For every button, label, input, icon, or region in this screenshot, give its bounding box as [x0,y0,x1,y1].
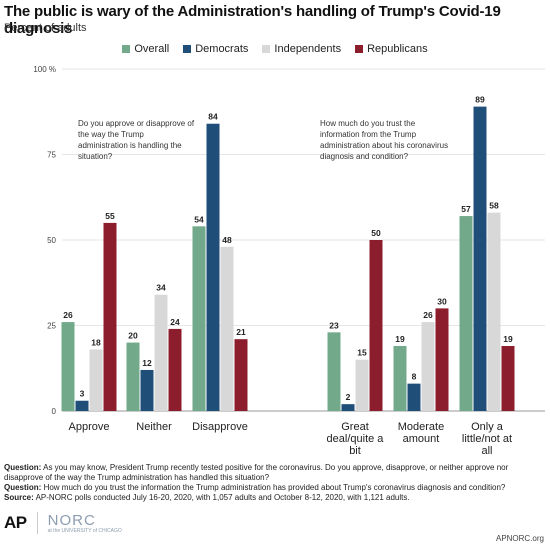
bar-overall [327,332,341,411]
legend-item-democrats: Democrats [183,43,248,55]
legend-swatch-democrats [183,45,192,53]
chart-subtitle: Percent of adults [4,22,87,34]
bar-independents [355,359,369,411]
bar-republicans [234,339,248,411]
data-label: 19 [395,334,405,344]
x-tick-label: deal/quite a [327,433,385,445]
y-tick-label: 25 [47,322,56,331]
y-tick-label: 50 [47,236,56,245]
data-label: 34 [156,283,166,293]
bar-independents [89,349,103,411]
data-label: 3 [80,389,85,399]
chart-title: The public is wary of the Administration… [4,3,501,37]
data-label: 21 [236,327,246,337]
legend-item-overall: Overall [122,43,169,55]
footer-logos: AP NORC at the UNIVERSITY of CHICAGO [4,512,122,534]
data-label: 89 [475,95,485,105]
x-tick-label: Neither [136,421,172,433]
logo-divider [36,512,38,534]
legend-label-democrats: Democrats [195,43,249,55]
data-label: 8 [412,372,417,382]
bar-democrats [407,383,421,411]
bar-overall [192,226,206,411]
data-label: 58 [489,201,499,211]
legend-item-republicans: Republicans [355,43,428,55]
data-label: 2 [346,392,351,402]
bar-chart: 0 25 50 75 100 % Do you approve or disapprove… [33,65,545,457]
x-tick-label: Approve [69,421,110,433]
bar-overall [459,216,473,411]
question-annotation-line: situation? [78,152,113,161]
data-label: 55 [105,211,115,221]
x-tick-label: little/not at [462,433,512,445]
question-annotation-line: administration is handling the [78,141,182,150]
y-tick-label: 0 [52,407,57,416]
data-label: 57 [461,204,471,214]
data-label: 19 [503,334,513,344]
bar-democrats [140,369,154,411]
data-label: 15 [357,348,367,358]
ap-logo: AP [4,513,27,532]
x-tick-label: Great [341,421,369,433]
footer-url: APNORC.org [495,534,544,543]
question-annotation-line: information from the Trump [320,130,417,139]
legend: Overall Democrats Independents Republica… [0,43,550,55]
data-label: 50 [371,228,381,238]
data-label: 84 [208,112,218,122]
x-tick-label: bit [349,445,361,457]
bar-independents [220,246,234,411]
legend-swatch-republicans [355,45,364,53]
bar-republicans [369,240,383,411]
bar-republicans [501,346,515,411]
data-label: 48 [222,235,232,245]
bar-independents [487,212,501,411]
x-tick-label: all [481,445,492,457]
data-label: 24 [170,317,180,327]
note-source: Source: AP-NORC polls conducted July 16-… [4,493,410,502]
legend-label-republicans: Republicans [367,43,428,55]
legend-swatch-independents [262,45,271,53]
note-question-1: Question: As you may know, President Tru… [4,463,509,482]
y-tick-label: 75 [47,151,56,160]
data-label: 20 [128,331,138,341]
bar-overall [126,342,140,411]
question-annotation-line: the way the Trump [78,130,144,139]
bar-democrats [341,404,355,411]
legend-label-independents: Independents [274,43,342,55]
norc-logo: NORC at the UNIVERSITY of CHICAGO [47,512,122,534]
data-label: 12 [142,358,152,368]
bar-democrats [473,106,487,412]
x-tick-label: Only a [471,421,504,433]
data-label: 26 [423,310,433,320]
data-label: 18 [91,337,101,347]
question-annotation-line: diagnosis and condition? [320,152,409,161]
chart-notes: Question: As you may know, President Tru… [4,463,544,503]
bar-republicans [168,328,182,411]
bar-overall [393,346,407,411]
data-label: 54 [194,214,204,224]
x-tick-label: amount [403,433,440,445]
y-tick-label: 100 % [33,65,56,74]
x-tick-label: Disapprove [192,421,248,433]
bar-democrats [206,123,220,411]
bar-republicans [435,308,449,411]
note-question-2: Question: How much do you trust the info… [4,483,506,492]
legend-item-independents: Independents [262,43,341,55]
question-annotation-line: How much do you trust the [320,119,416,128]
x-tick-label: Moderate [398,421,444,433]
bar-republicans [103,222,117,411]
question-annotation-line: Do you approve or disapprove of [78,119,195,128]
data-label: 23 [329,320,339,330]
data-label: 26 [63,310,73,320]
question-annotation-line: administration about his coronavirus [320,141,448,150]
bar-independents [154,294,168,411]
bar-overall [61,322,75,411]
legend-label-overall: Overall [134,43,170,55]
legend-swatch-overall [122,45,131,53]
bar-democrats [75,400,89,411]
data-label: 30 [437,296,447,306]
bar-independents [421,322,435,411]
